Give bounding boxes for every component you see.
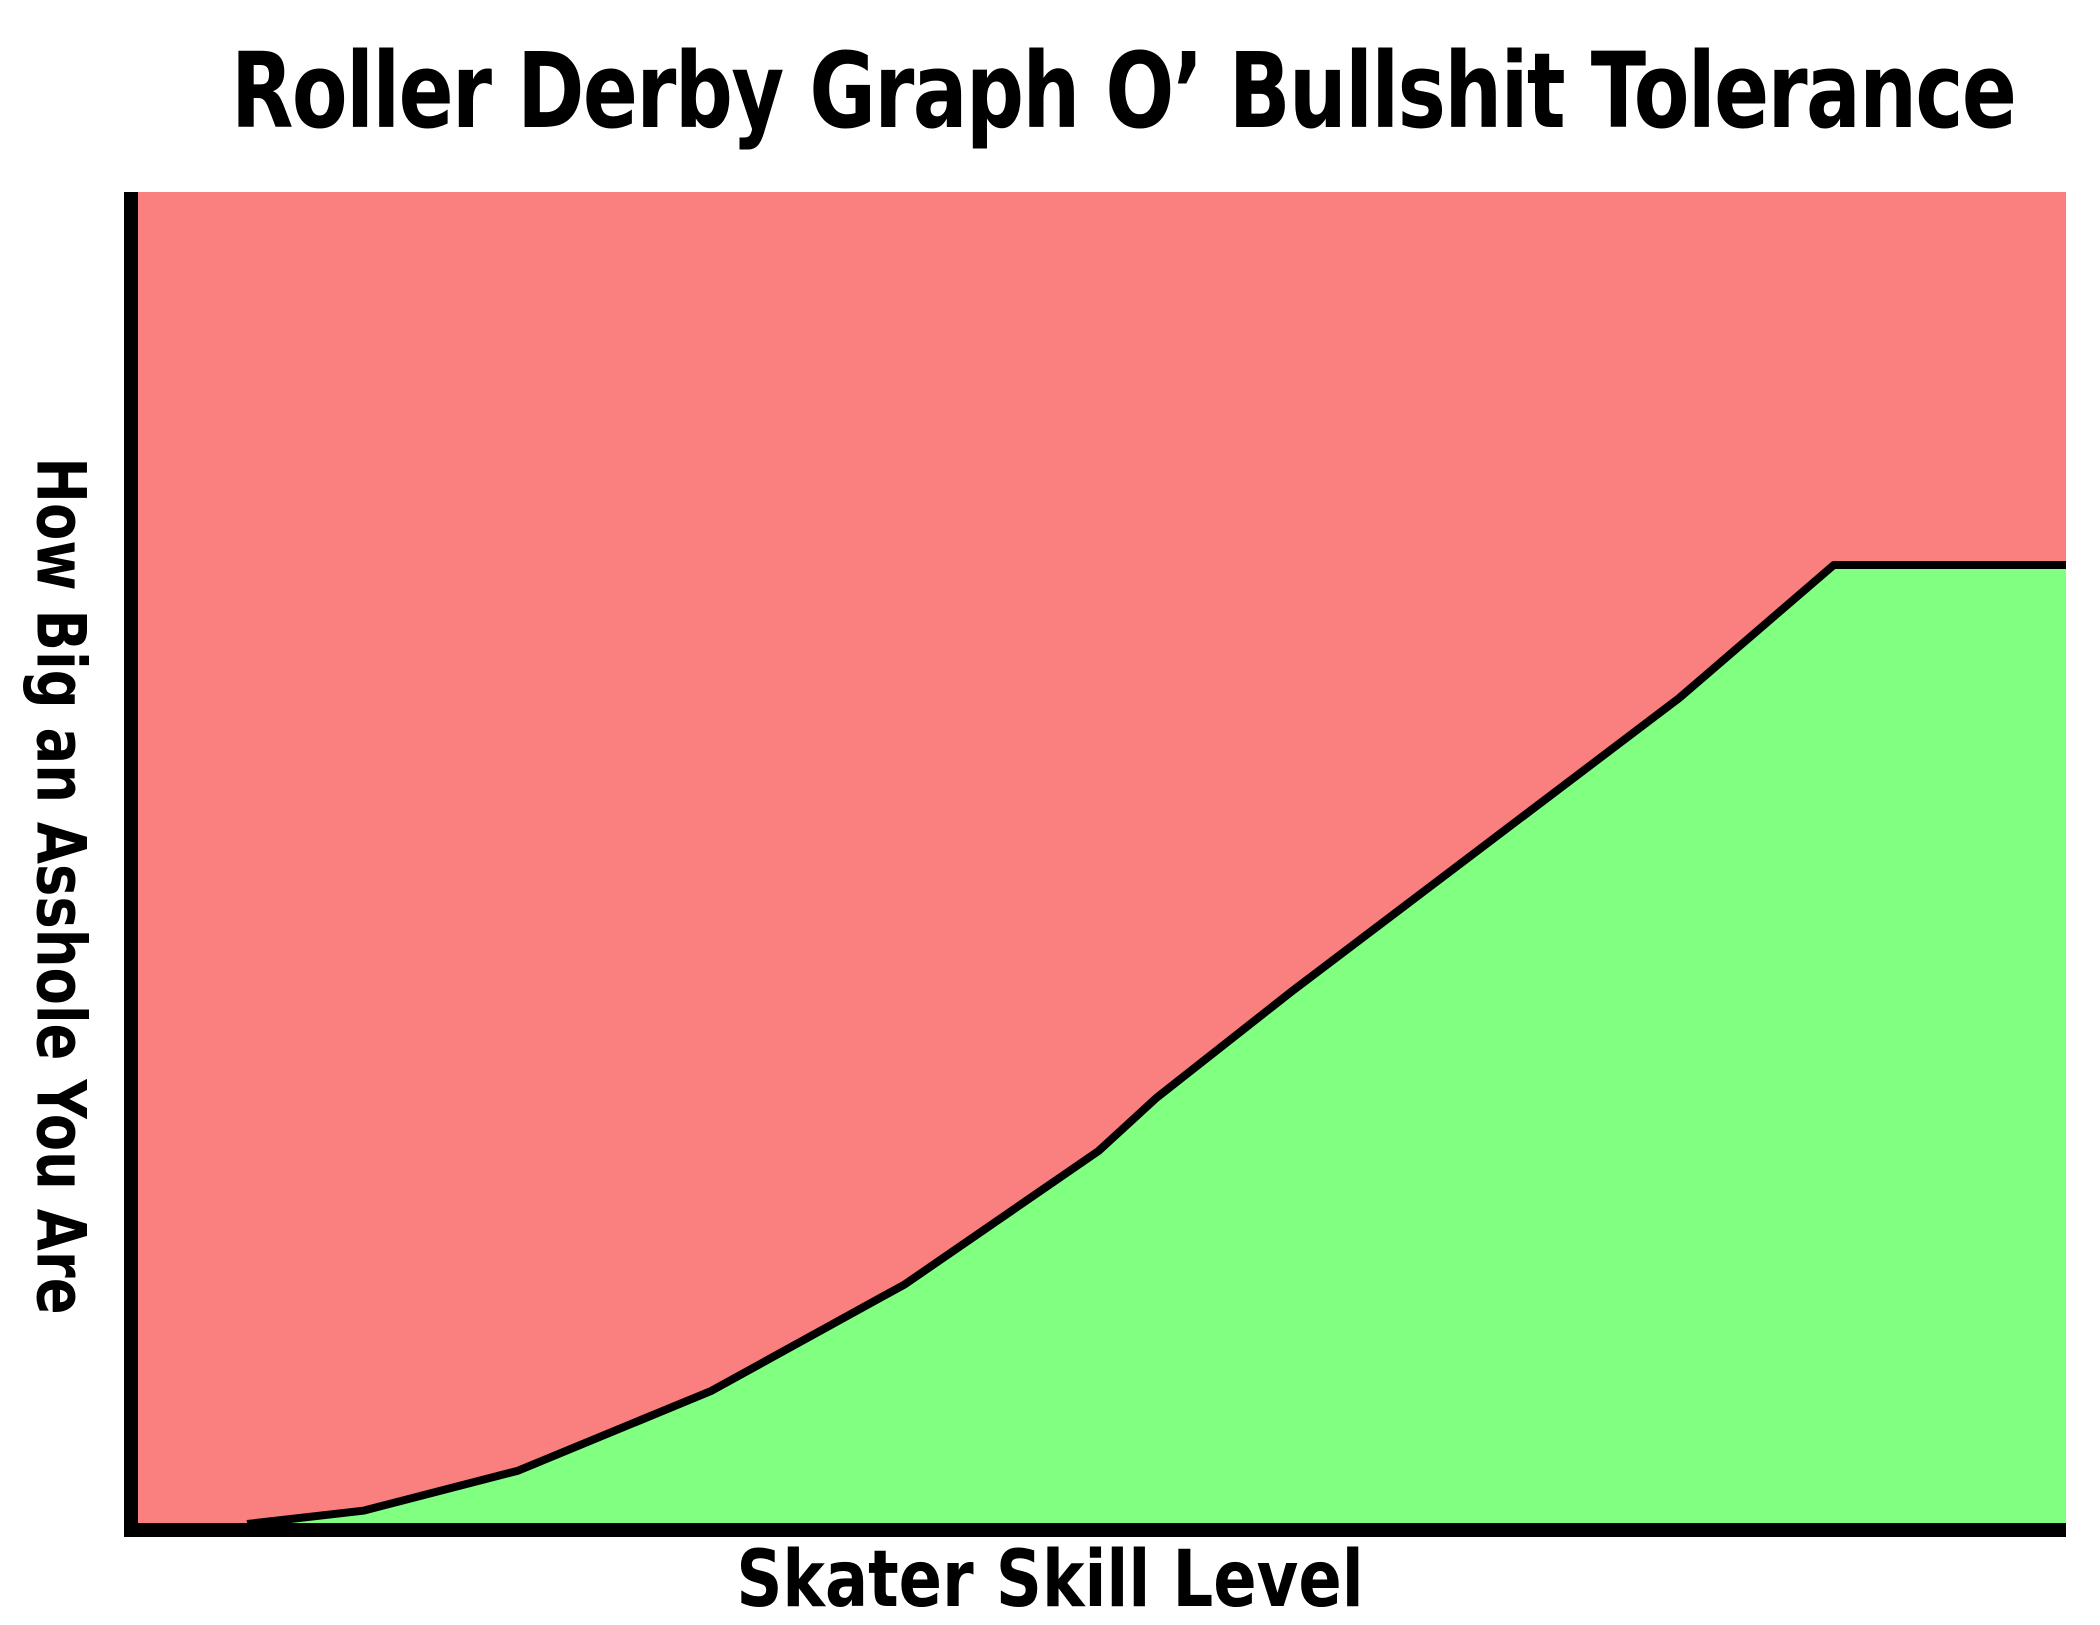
tolerated-region (247, 565, 2067, 1524)
y-axis-label: How Big an Asshole You Are (20, 457, 100, 1315)
tolerance-curve (246, 561, 2066, 1528)
x-axis-label: Skater Skill Level (736, 1535, 1364, 1625)
chart-title: Roller Derby Graph O’ Bullshit Tolerance (231, 30, 2017, 152)
